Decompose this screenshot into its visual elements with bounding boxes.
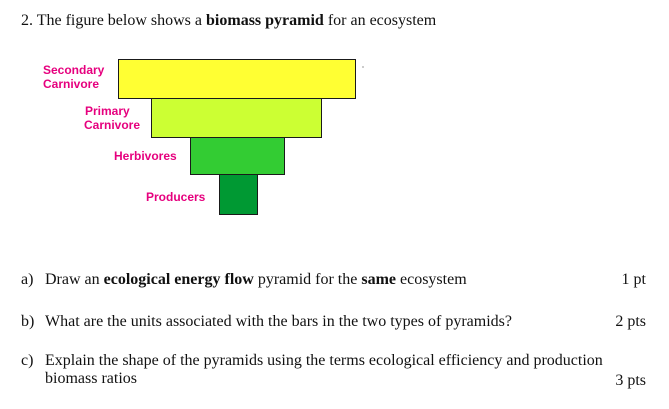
pyramid-bar-herbivores: [190, 137, 285, 175]
question-intro-post: for an ecosystem: [327, 12, 437, 29]
part-b-text: What are the units associated with the b…: [45, 313, 512, 330]
pyramid-label-herbivores: Herbivores: [114, 149, 177, 163]
question-number: 2.: [21, 12, 33, 29]
question-intro-bold: biomass pyramid: [206, 12, 324, 29]
part-b-letter: b): [21, 313, 35, 330]
question-intro-pre: The figure below shows a: [36, 12, 203, 29]
pyramid-label-primary-carnivore: Primary Carnivore: [84, 104, 141, 132]
part-c-text-line1: Explain the shape of the pyramids using …: [45, 352, 603, 369]
pyramid-bar-secondary-carnivore: [118, 59, 356, 99]
pyramid-label-producers: Producers: [146, 190, 206, 204]
pyramid-bar-producers: [219, 174, 258, 215]
part-b-points: 2 pts: [615, 313, 646, 330]
part-c-text-line2: biomass ratios: [45, 370, 137, 387]
part-a-text: Draw an ecological energy flow pyramid f…: [45, 271, 467, 288]
pyramid-bar-primary-carnivore: [151, 98, 322, 138]
question-heading: 2. The figure below shows a biomass pyra…: [21, 11, 436, 31]
stray-dot: [362, 66, 364, 68]
pyramid-label-secondary-carnivore: Secondary Carnivore: [43, 63, 105, 91]
part-c-points: 3 pts: [615, 372, 646, 389]
part-a-points: 1 pt: [621, 271, 646, 288]
part-c-letter: c): [21, 352, 34, 369]
part-a-letter: a): [21, 271, 34, 288]
